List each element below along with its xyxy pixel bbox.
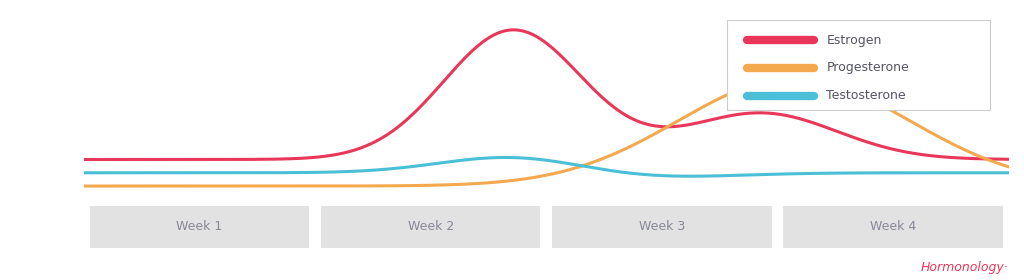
- Bar: [783, 206, 1002, 248]
- Text: Progesterone: Progesterone: [826, 61, 909, 74]
- Text: Testosterone: Testosterone: [826, 89, 906, 102]
- Bar: [90, 206, 309, 248]
- Text: Your Daily Hormones: Your Daily Hormones: [27, 54, 42, 226]
- Text: Week 1: Week 1: [176, 220, 222, 233]
- Text: Hormonology·: Hormonology·: [921, 262, 1009, 274]
- Text: Week 4: Week 4: [870, 220, 916, 233]
- Text: Week 2: Week 2: [408, 220, 454, 233]
- Text: Estrogen: Estrogen: [826, 34, 882, 46]
- Text: Week 3: Week 3: [639, 220, 685, 233]
- Bar: [552, 206, 771, 248]
- Bar: [322, 206, 541, 248]
- FancyBboxPatch shape: [727, 20, 990, 110]
